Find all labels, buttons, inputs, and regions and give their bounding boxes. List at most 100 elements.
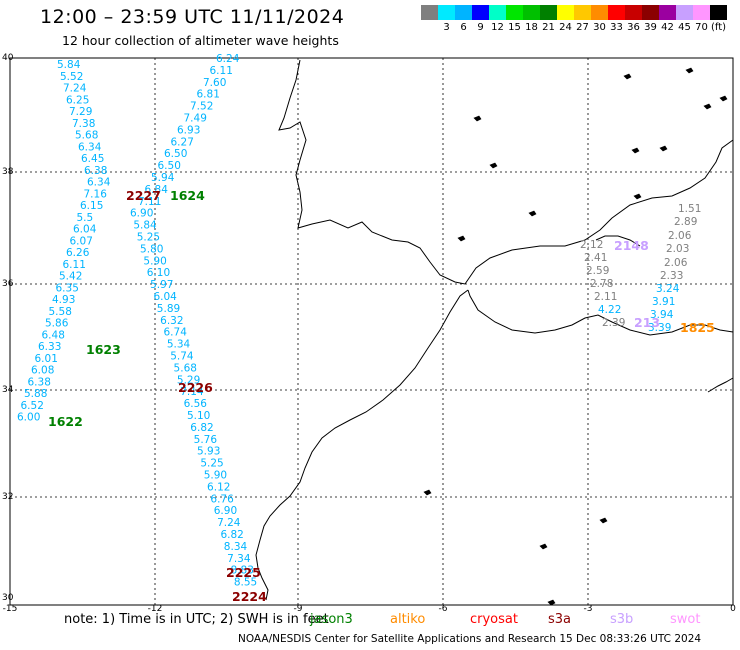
swh-value: 6.82 [190, 422, 213, 434]
swh-value: 6.04 [73, 224, 97, 236]
swh-value: 7.60 [203, 77, 226, 89]
map-frame [9, 57, 734, 606]
swh-value: 7.16 [84, 188, 108, 200]
swh-value: 5.84 [57, 59, 81, 71]
swh-value: 2.59 [586, 265, 609, 277]
swh-value: 5.68 [75, 130, 98, 142]
island [623, 73, 632, 80]
swh-value: 6.84 [145, 184, 169, 196]
island [631, 147, 640, 154]
swh-value: 6.35 [56, 282, 79, 294]
swh-value: 5.89 [157, 303, 180, 315]
swh-value: 2.03 [666, 243, 689, 255]
track-time-label: 2227 [126, 188, 161, 203]
swh-value: 6.56 [184, 398, 208, 410]
legend-s3a: s3a [548, 612, 572, 627]
swh-value: 5.34 [167, 339, 191, 351]
lat-label: 38 [2, 167, 14, 177]
swh-value: 7.24 [63, 83, 87, 95]
track-time-label: 213 [634, 315, 660, 330]
satellite-tracks: 5.845.527.246.257.297.385.686.346.456.38… [17, 53, 715, 604]
swh-value: 5.29 [177, 374, 200, 386]
track-time-label: 2226 [178, 380, 213, 395]
map-border [9, 57, 734, 606]
scale-swatch [421, 5, 438, 20]
track-time-label: 2224 [232, 589, 267, 604]
swh-value: 6.50 [164, 148, 187, 160]
scale-label: (ft) [710, 22, 727, 33]
swh-value: 7.14 [180, 386, 204, 398]
swh-value: 6.76 [210, 493, 234, 505]
swh-value: 6.81 [197, 89, 220, 101]
swh-value: 5.93 [197, 446, 220, 458]
swh-value: 2.06 [664, 257, 688, 269]
swh-value: 6.33 [38, 341, 61, 353]
island [703, 103, 712, 110]
swh-value: 6.82 [220, 529, 243, 541]
lat-label: 30 [2, 593, 14, 603]
swh-value: 5.52 [60, 71, 83, 83]
lon-label: 0 [730, 604, 736, 614]
coastline-segment [707, 377, 734, 393]
island [547, 599, 556, 606]
lat-label: 34 [2, 385, 14, 395]
swh-value: 2.89 [674, 216, 697, 228]
scale-swatch: 36 [625, 5, 642, 33]
track-time-label: 2148 [614, 238, 649, 253]
swh-value: 6.04 [153, 291, 177, 303]
swh-value: 5.94 [151, 172, 175, 184]
island [528, 210, 537, 217]
legend-cryosat: cryosat [470, 612, 518, 627]
swh-value: 5.97 [150, 279, 173, 291]
swh-value: 2.33 [660, 270, 683, 282]
scale-swatch: 18 [523, 5, 540, 33]
swh-value: 6.34 [87, 177, 111, 189]
scale-label: 27 [576, 22, 589, 33]
swh-value: 5.80 [140, 243, 163, 255]
scale-label: 36 [627, 22, 640, 33]
map-gridlines [10, 58, 733, 605]
island [457, 235, 466, 242]
swh-value: 6.01 [35, 353, 58, 365]
swh-value: 5.90 [143, 255, 166, 267]
track-time-label: 1624 [170, 188, 205, 203]
credit-line: NOAA/NESDIS Center for Satellite Applica… [238, 633, 702, 645]
swh-value: 6.45 [81, 153, 104, 165]
lon-label: -15 [3, 604, 18, 614]
swh-value: 6.50 [158, 160, 181, 172]
color-scale-legend: 3 6 9 12 15 18 21 24 27 30 33 36 39 42 45 70 (ft) [421, 5, 727, 33]
swh-value: 5.25 [200, 458, 223, 470]
swh-value: 8.55 [234, 577, 257, 589]
swh-value: 6.90 [130, 208, 153, 220]
scale-swatch: 45 [676, 5, 693, 33]
swh-value: 6.11 [63, 259, 86, 271]
swh-value: 7.52 [190, 101, 213, 113]
swh-value: 6.24 [216, 53, 240, 65]
swh-value: 4.22 [598, 304, 621, 316]
swh-value: 5.86 [45, 318, 69, 330]
scale-label: 12 [491, 22, 504, 33]
swh-value: 6.12 [207, 481, 230, 493]
scale-swatch: 27 [574, 5, 591, 33]
swh-value: 4.93 [52, 294, 75, 306]
track-time-label: 1825 [680, 320, 715, 335]
lon-label: -6 [439, 604, 448, 614]
swh-value: 6.32 [160, 315, 183, 327]
swh-value: 6.15 [80, 200, 103, 212]
coastline-segment [595, 235, 641, 247]
scale-swatch: 15 [506, 5, 523, 33]
lon-label: -9 [294, 604, 303, 614]
swh-value: 5.84 [133, 220, 157, 232]
swh-value: 2.11 [594, 291, 617, 303]
swh-value: 3.39 [648, 322, 671, 334]
lon-label: -12 [148, 604, 163, 614]
swh-value: 2.12 [580, 239, 603, 251]
scale-swatch: 24 [557, 5, 574, 33]
map-subtitle: 12 hour collection of altimeter wave hei… [62, 33, 339, 48]
scale-label: 24 [559, 22, 572, 33]
scale-swatch: 3 [438, 5, 455, 33]
swh-value: 6.34 [78, 141, 102, 153]
swh-value: 6.25 [66, 94, 89, 106]
swh-value: 5.88 [24, 388, 47, 400]
